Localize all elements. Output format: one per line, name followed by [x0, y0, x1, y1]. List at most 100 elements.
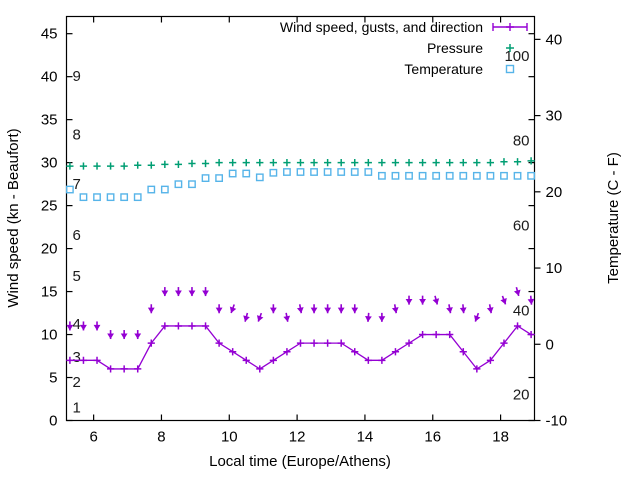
y-tick-label: 20	[41, 241, 58, 258]
temperature-point	[65, 185, 74, 194]
wind-speed-point	[215, 339, 223, 347]
gust-direction-arrow	[120, 330, 128, 340]
temperature-point	[106, 193, 115, 202]
gust-direction-arrow	[337, 304, 345, 314]
pressure-point	[66, 162, 74, 170]
beaufort-label: 6	[73, 227, 81, 244]
temperature-point	[147, 185, 156, 194]
pressure-point	[500, 158, 508, 166]
pressure-point	[473, 159, 481, 167]
pressure-point	[432, 159, 440, 167]
temperature-point	[215, 174, 224, 182]
gust-direction-arrow	[202, 287, 209, 297]
temperature-point	[283, 168, 291, 176]
gust-direction-arrow	[486, 304, 494, 314]
temperature-point	[323, 168, 332, 176]
temperature-point	[255, 173, 264, 182]
wind-speed-point	[324, 339, 332, 347]
plot-frame	[65, 15, 536, 422]
pressure-point	[269, 159, 277, 167]
y2-tick-label: 40	[546, 31, 563, 48]
gust-direction-arrow	[351, 304, 359, 314]
temperature-point	[418, 171, 427, 180]
gust-direction-arrow	[215, 304, 223, 314]
temperature-point	[310, 168, 318, 176]
y-axis-title: Wind speed (kn - Beaufort)	[5, 128, 22, 307]
pressure-point	[256, 159, 264, 167]
legend-label: Wind speed, gusts, and direction	[280, 19, 483, 35]
gust-direction-arrow	[147, 304, 155, 314]
temperature-point	[228, 169, 237, 178]
wind-speed-point	[296, 339, 305, 347]
x-tick-label: 14	[357, 429, 374, 446]
pressure-point	[486, 159, 495, 167]
series-pressure	[66, 157, 535, 170]
legend-swatch-plus	[506, 44, 514, 52]
temperature-point	[174, 180, 183, 189]
temperature-point	[445, 171, 454, 180]
wind-speed-point	[527, 330, 535, 339]
gust-direction-arrow	[419, 295, 426, 305]
gust-direction-arrow	[66, 321, 74, 331]
wind-speed-point	[147, 339, 155, 347]
pressure-point	[120, 162, 128, 170]
wind-speed-point	[201, 322, 210, 330]
gust-direction-arrow	[229, 304, 237, 314]
gust-direction-arrow	[283, 312, 291, 322]
temperature-point	[391, 171, 400, 180]
temperature-point	[201, 174, 210, 182]
series-gusts-direction	[66, 287, 535, 340]
temperature-point	[364, 168, 373, 176]
gust-direction-arrow	[432, 295, 440, 305]
wind-speed-point	[513, 322, 522, 330]
temperature-point	[350, 168, 359, 176]
fahrenheit-label: 100	[504, 48, 529, 65]
gust-direction-arrow	[310, 304, 318, 314]
pressure-point	[418, 159, 427, 167]
fahrenheit-label: 80	[513, 133, 530, 150]
gust-direction-arrow	[161, 287, 169, 297]
fahrenheit-scale-labels: 20 40 60 80 100	[504, 48, 529, 403]
temperature-point	[269, 168, 278, 177]
y2-tick-label: 20	[546, 184, 563, 201]
pressure-point	[364, 159, 372, 167]
pressure-point	[296, 159, 305, 167]
wind-speed-point	[120, 365, 128, 373]
gust-direction-arrow	[365, 312, 372, 322]
wind-speed-point	[283, 348, 291, 356]
pressure-point	[161, 160, 169, 168]
beaufort-label: 1	[73, 400, 81, 417]
gust-direction-arrow	[378, 312, 386, 322]
temperature-point	[486, 171, 495, 180]
pressure-point	[79, 162, 88, 170]
wind-speed-point	[391, 348, 400, 356]
beaufort-label: 9	[73, 68, 81, 85]
y2-axis-ticks: -10 0 10 20 30 40	[534, 31, 567, 430]
pressure-point	[174, 160, 183, 168]
pressure-point	[446, 159, 454, 167]
temperature-point	[500, 171, 508, 180]
wind-speed-point	[351, 348, 359, 356]
beaufort-label: 4	[73, 316, 81, 333]
x-tick-label: 8	[157, 429, 165, 446]
y2-tick-label: 0	[546, 336, 554, 353]
wind-speed-point	[500, 339, 508, 347]
gust-direction-arrow	[500, 295, 507, 305]
fahrenheit-label: 40	[513, 303, 530, 320]
wind-speed-point	[66, 356, 74, 364]
pressure-point	[405, 159, 413, 167]
x-axis-ticks: 6 8 10 12 14 16 18	[89, 16, 509, 446]
legend-swatch-line-plus	[492, 23, 528, 31]
temperature-point	[459, 171, 468, 180]
fahrenheit-label: 20	[513, 387, 530, 404]
beaufort-label: 7	[73, 176, 81, 193]
y-tick-label: 30	[41, 155, 58, 172]
x-axis-title: Local time (Europe/Athens)	[209, 453, 391, 470]
wind-speed-point	[378, 356, 386, 364]
temperature-point	[296, 168, 305, 176]
wind-speed-point	[229, 348, 237, 356]
y2-axis-title: Temperature (C - F)	[605, 152, 622, 284]
